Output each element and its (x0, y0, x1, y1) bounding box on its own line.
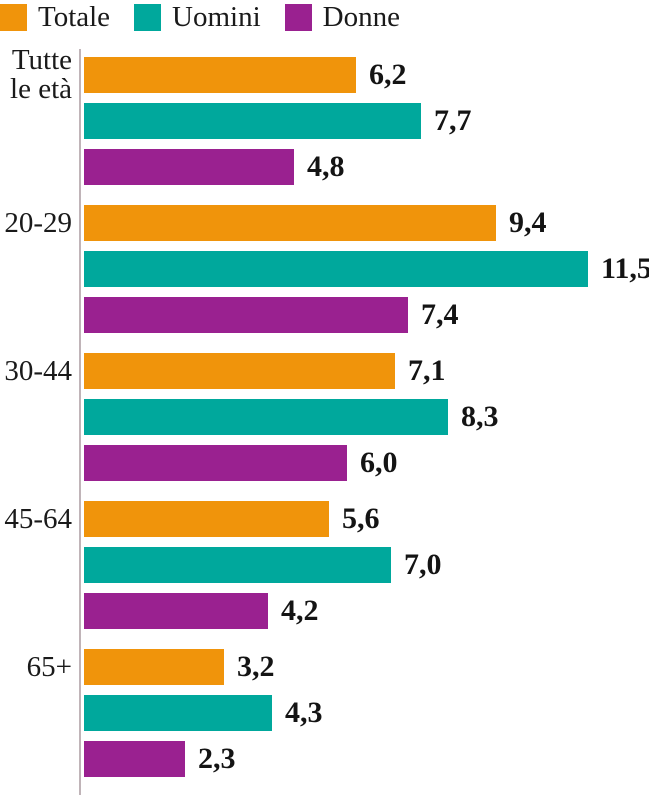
bar-value-label: 7,1 (408, 354, 446, 387)
bar-uomini (84, 695, 272, 731)
bar-donne (84, 297, 408, 333)
bar-uomini (84, 251, 588, 287)
bar-value-label: 7,4 (421, 298, 459, 331)
bar-value-label: 9,4 (509, 206, 547, 239)
bar-set: 6,2 7,7 4,8 (72, 57, 472, 185)
bar-group: 20-29 9,4 11,5 7,4 (0, 205, 649, 333)
bar-uomini (84, 547, 391, 583)
bar-groups: Tutte le età 6,2 7,7 4,8 20-29 9,4 11,5 7,4 30-4… (0, 44, 649, 777)
legend-item-uomini: Uomini (134, 2, 261, 32)
legend-label-uomini: Uomini (172, 1, 261, 33)
bar-row: 5,6 (84, 501, 442, 537)
bar-set: 5,6 7,0 4,2 (72, 501, 442, 629)
bar-set: 3,2 4,3 2,3 (72, 649, 323, 777)
bar-value-label: 7,7 (434, 104, 472, 137)
bar-row: 7,4 (84, 297, 649, 333)
bar-row: 3,2 (84, 649, 323, 685)
bar-group: Tutte le età 6,2 7,7 4,8 (0, 44, 649, 185)
bar-value-label: 11,5 (601, 252, 649, 285)
bar-set: 7,1 8,3 6,0 (72, 353, 499, 481)
bar-row: 11,5 (84, 251, 649, 287)
bar-row: 6,0 (84, 445, 499, 481)
bar-group: 65+ 3,2 4,3 2,3 (0, 649, 649, 777)
legend-label-totale: Totale (38, 1, 111, 33)
bar-value-label: 4,2 (281, 594, 319, 627)
legend-item-donne: Donne (284, 1, 400, 33)
legend-swatch-uomini-icon (134, 3, 162, 31)
bar-value-label: 3,2 (237, 650, 275, 683)
bar-totale (84, 353, 395, 389)
bar-row: 4,8 (84, 149, 472, 185)
category-label: 65+ (26, 650, 72, 683)
bar-value-label: 6,2 (369, 58, 407, 91)
bar-donne (84, 593, 268, 629)
bar-row: 7,0 (84, 547, 442, 583)
bar-totale (84, 57, 356, 93)
bar-row: 2,3 (84, 741, 323, 777)
bar-value-label: 2,3 (198, 742, 236, 775)
bar-row: 7,7 (84, 103, 472, 139)
bar-totale (84, 501, 329, 537)
legend-item-totale: Totale (0, 2, 110, 32)
legend: Totale Uomini Donne (0, 0, 649, 32)
category-label: 45-64 (4, 502, 72, 535)
bar-value-label: 8,3 (461, 400, 499, 433)
category-label: 20-29 (4, 206, 72, 239)
legend-swatch-totale-icon (0, 3, 27, 31)
bar-group: 45-64 5,6 7,0 4,2 (0, 501, 649, 629)
bar-uomini (84, 103, 421, 139)
legend-label-donne: Donne (322, 1, 400, 33)
bar-row: 9,4 (84, 205, 649, 241)
bar-value-label: 4,8 (307, 150, 345, 183)
bar-value-label: 5,6 (342, 502, 380, 535)
bar-group: 30-44 7,1 8,3 6,0 (0, 353, 649, 481)
bar-totale (84, 649, 224, 685)
category-label: Tutte le età (10, 44, 72, 105)
bar-donne (84, 149, 294, 185)
y-axis-line (79, 49, 81, 795)
bar-chart: Tutte le età 6,2 7,7 4,8 20-29 9,4 11,5 7,4 30-4… (0, 44, 649, 795)
bar-row: 7,1 (84, 353, 499, 389)
bar-donne (84, 445, 347, 481)
bar-row: 6,2 (84, 57, 472, 93)
bar-value-label: 4,3 (285, 696, 323, 729)
legend-swatch-donne-icon (284, 3, 312, 31)
bar-row: 8,3 (84, 399, 499, 435)
bar-uomini (84, 399, 448, 435)
bar-value-label: 7,0 (404, 548, 442, 581)
bar-set: 9,4 11,5 7,4 (72, 205, 649, 333)
bar-row: 4,3 (84, 695, 323, 731)
bar-donne (84, 741, 185, 777)
bar-row: 4,2 (84, 593, 442, 629)
category-label: 30-44 (4, 354, 72, 387)
bar-totale (84, 205, 496, 241)
bar-value-label: 6,0 (360, 446, 398, 479)
